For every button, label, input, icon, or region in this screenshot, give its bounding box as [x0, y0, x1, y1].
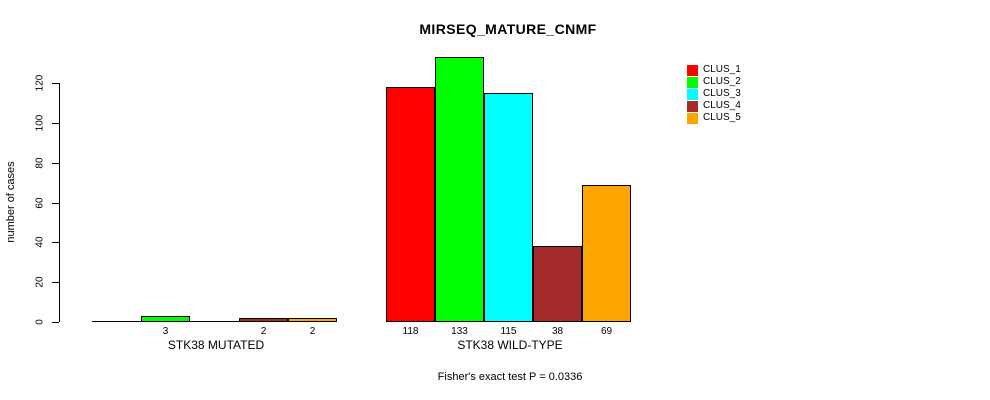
- bar-clus_5-wild-type: [582, 185, 631, 322]
- y-axis-tick-label: 80: [34, 157, 46, 169]
- y-axis-tick: [52, 322, 59, 323]
- y-axis-label: number of cases: [5, 161, 17, 243]
- bar-value-label: 2: [260, 326, 267, 337]
- bar-value-label: 2: [309, 326, 316, 337]
- legend-item-clus_4: CLUS_4: [687, 100, 741, 112]
- bar-value-label: 133: [451, 326, 468, 337]
- legend-label: CLUS_4: [703, 100, 741, 111]
- bar-clus_3-wild-type: [484, 93, 533, 322]
- legend-swatch-icon: [687, 112, 698, 124]
- legend: CLUS_1 CLUS_2 CLUS_3 CLUS_4 CLUS_5: [687, 64, 741, 124]
- y-axis-tick-label: 40: [34, 236, 46, 248]
- y-axis-tick-label: 100: [34, 114, 46, 132]
- y-axis-tick: [52, 83, 59, 84]
- legend-swatch-icon: [687, 88, 698, 100]
- legend-label: CLUS_5: [703, 112, 741, 123]
- bar-value-label: 38: [551, 326, 564, 337]
- bar-clus_4-mutated: [239, 318, 288, 322]
- legend-item-clus_5: CLUS_5: [687, 112, 741, 124]
- bar-value-label: 3: [162, 326, 169, 337]
- bar-clus_1-wild-type: [386, 87, 435, 322]
- bar-value-label: 118: [402, 326, 419, 337]
- bar-clus_2-mutated: [141, 316, 190, 322]
- bar-clus_3-mutated: [190, 321, 239, 322]
- bar-clus_4-wild-type: [533, 246, 582, 322]
- legend-label: CLUS_3: [703, 88, 741, 99]
- fisher-test-note: Fisher's exact test P = 0.0336: [437, 371, 583, 383]
- group-label-stk38-mutated: STK38 MUTATED: [167, 338, 265, 352]
- bar-clus_2-wild-type: [435, 57, 484, 322]
- legend-swatch-icon: [687, 100, 698, 112]
- bar-value-label: 69: [600, 326, 613, 337]
- y-axis-tick: [52, 203, 59, 204]
- y-axis-tick: [52, 282, 59, 283]
- legend-swatch-icon: [687, 64, 698, 76]
- legend-label: CLUS_2: [703, 76, 741, 87]
- y-axis-tick-label: 20: [34, 276, 46, 288]
- y-axis-tick: [52, 242, 59, 243]
- legend-swatch-icon: [687, 76, 698, 88]
- legend-item-clus_3: CLUS_3: [687, 88, 741, 100]
- legend-item-clus_2: CLUS_2: [687, 76, 741, 88]
- bar-value-label: 115: [500, 326, 517, 337]
- bar-clus_5-mutated: [288, 318, 337, 322]
- legend-item-clus_1: CLUS_1: [687, 64, 741, 76]
- y-axis-tick: [52, 123, 59, 124]
- legend-label: CLUS_1: [703, 64, 741, 75]
- group-label-stk38-wild-type: STK38 WILD-TYPE: [457, 338, 563, 352]
- y-axis-tick-label: 60: [34, 197, 46, 209]
- y-axis-tick-label: 120: [34, 74, 46, 92]
- y-axis-tick: [52, 163, 59, 164]
- bar-clus_1-mutated: [92, 321, 141, 322]
- chart-title: MIRSEQ_MATURE_CNMF: [419, 21, 597, 37]
- y-axis-tick-label: 0: [34, 319, 46, 325]
- y-axis: [59, 83, 60, 322]
